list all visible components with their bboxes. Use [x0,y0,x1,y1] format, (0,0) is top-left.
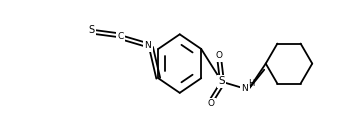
Text: C: C [118,32,124,41]
Text: N: N [242,84,248,93]
Text: O: O [216,51,223,60]
Text: S: S [218,76,225,86]
Text: H: H [249,79,255,88]
Text: S: S [88,25,94,36]
Text: N: N [145,41,151,50]
Text: O: O [208,99,215,108]
